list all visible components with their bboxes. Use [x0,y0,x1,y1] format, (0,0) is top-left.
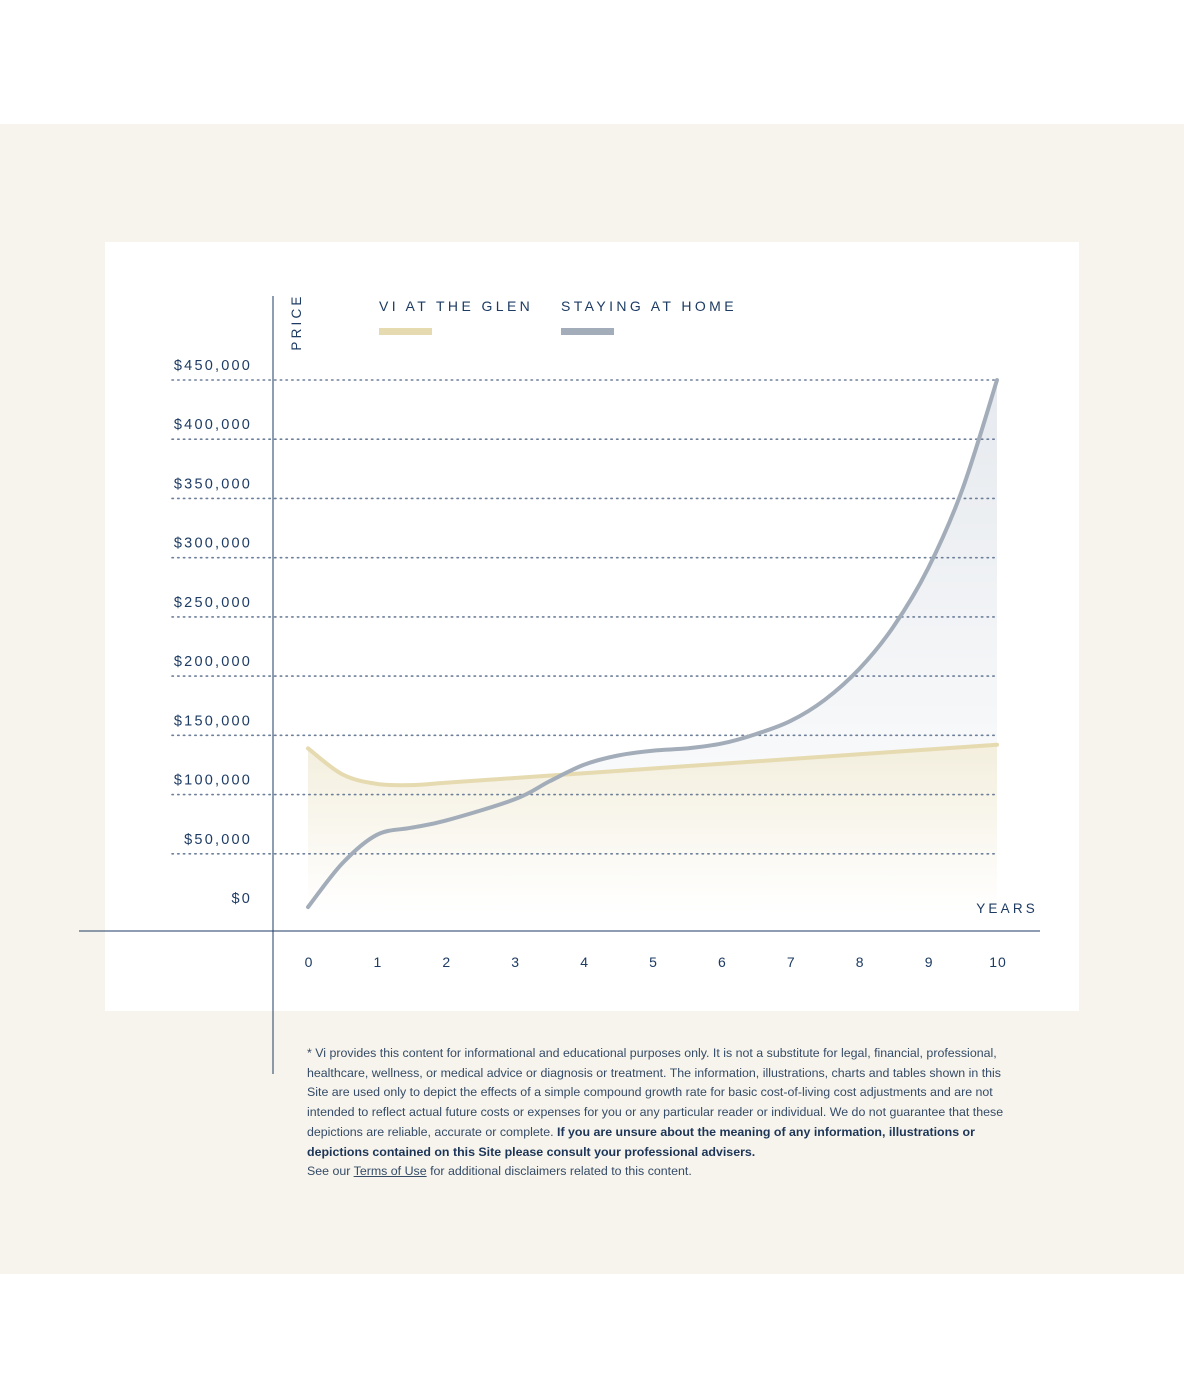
legend-label-staying-at-home: STAYING AT HOME [561,298,737,314]
y-tick-label: $300,000 [174,536,252,552]
y-tick-label: $350,000 [174,476,252,492]
y-tick-label: $400,000 [174,417,252,433]
y-tick-label: $0 [231,891,252,907]
y-axis-title: PRICE [289,293,304,350]
y-tick-label: $250,000 [174,595,252,611]
x-tick-label: 7 [787,954,796,970]
x-tick-label: 5 [649,954,658,970]
x-tick-label: 8 [856,954,865,970]
x-tick-label: 2 [442,954,451,970]
x-tick-label: 9 [925,954,934,970]
y-tick-label: $50,000 [184,832,252,848]
disclaimer-tail-text: for additional disclaimers related to th… [430,1164,692,1179]
x-tick-label: 4 [580,954,589,970]
x-tick-label: 6 [718,954,727,970]
disclaimer-text: * Vi provides this content for informati… [307,1046,1004,1139]
x-axis-title: YEARS [976,901,1038,916]
line-vi-at-the-glen [306,742,999,788]
disclaimer: * Vi provides this content for informati… [307,1044,1007,1182]
x-tick-label: 10 [989,954,1007,970]
see-our-text: See our [307,1164,351,1179]
y-tick-label: $150,000 [174,713,252,729]
y-tick-label: $450,000 [174,358,252,374]
x-tick-label: 3 [511,954,520,970]
line-staying-at-home [306,378,999,910]
x-tick-label: 1 [374,954,383,970]
legend-label-vi-at-the-glen: VI AT THE GLEN [379,298,533,314]
area-vi-at-the-glen [308,744,997,913]
legend-swatch-staying-at-home [561,328,614,335]
terms-of-use-link[interactable]: Terms of Use [353,1164,427,1179]
y-tick-label: $200,000 [174,654,252,670]
legend-swatch-vi-at-the-glen [379,328,432,335]
x-tick-label: 0 [305,954,314,970]
y-tick-label: $100,000 [174,773,252,789]
disclaimer-bold-text: If you are unsure about the meaning of a… [307,1124,975,1159]
